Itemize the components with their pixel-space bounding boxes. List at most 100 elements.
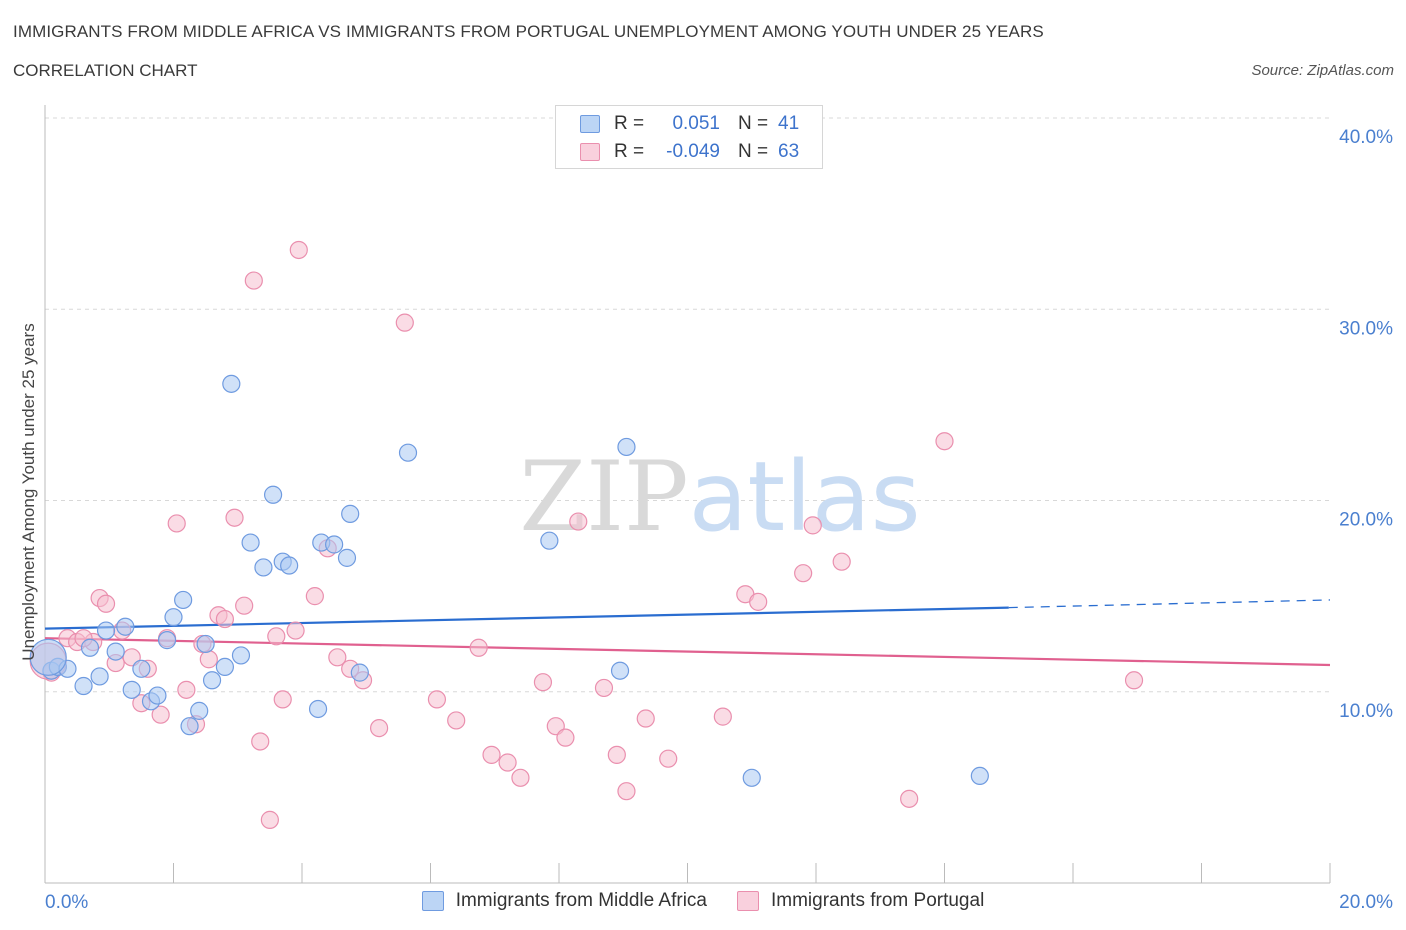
- point-middle-africa: [540, 531, 559, 550]
- legend-swatch-pink: [580, 143, 600, 161]
- legend-swatch-blue: [580, 115, 600, 133]
- legend-r-label: R =: [614, 113, 645, 134]
- legend-n-value: 63: [778, 141, 800, 162]
- point-middle-africa: [90, 667, 109, 686]
- point-middle-africa: [617, 437, 636, 457]
- legend-swatch-pink: [737, 891, 759, 911]
- chart-title: IMMIGRANTS FROM MIDDLE AFRICA VS IMMIGRA…: [13, 22, 1044, 41]
- point-portugal: [328, 648, 347, 667]
- point-middle-africa: [164, 608, 183, 627]
- data-points: [29, 240, 1144, 829]
- point-portugal: [289, 240, 308, 260]
- y-tick-label: 20.0%: [1339, 510, 1393, 531]
- point-middle-africa: [241, 533, 260, 552]
- point-portugal: [617, 782, 636, 801]
- legend-row-portugal: R = -0.049 N = 63: [580, 140, 799, 164]
- point-middle-africa: [190, 701, 209, 720]
- point-portugal: [447, 711, 466, 730]
- point-portugal: [305, 587, 324, 606]
- tick-labels: 10.0% 20.0% 30.0% 40.0% 0.0% 20.0%: [45, 127, 1393, 913]
- point-middle-africa: [116, 617, 135, 636]
- legend-r-label: R =: [614, 141, 645, 162]
- point-portugal: [511, 768, 530, 787]
- point-middle-africa: [196, 634, 215, 654]
- point-portugal: [96, 594, 116, 613]
- trend-line-middle-africa: [44, 606, 1009, 630]
- legend-n-label: N =: [738, 141, 769, 162]
- trend-lines: [44, 599, 1331, 667]
- point-middle-africa: [254, 558, 273, 577]
- point-middle-africa: [308, 699, 328, 719]
- point-portugal: [482, 745, 501, 764]
- y-tick-label: 30.0%: [1339, 318, 1393, 339]
- point-portugal: [594, 678, 614, 698]
- point-portugal: [556, 728, 575, 747]
- point-middle-africa: [157, 631, 177, 650]
- point-portugal: [749, 592, 768, 611]
- legend-swatch-blue: [421, 891, 444, 911]
- point-portugal: [832, 552, 851, 571]
- point-portugal: [225, 508, 244, 527]
- point-portugal: [469, 638, 488, 657]
- watermark-atlas: atlas: [689, 441, 921, 553]
- legend-r-value: -0.049: [666, 141, 720, 162]
- legend-label-middle-africa: Immigrants from Middle Africa: [455, 890, 707, 911]
- point-portugal: [498, 753, 517, 772]
- point-middle-africa: [231, 646, 251, 665]
- point-portugal: [151, 705, 170, 724]
- point-portugal: [607, 745, 626, 764]
- point-portugal: [244, 271, 263, 290]
- point-middle-africa: [398, 443, 418, 462]
- point-portugal: [235, 596, 254, 615]
- series-legend: Immigrants from Middle Africa Immigrants…: [0, 890, 1406, 912]
- point-middle-africa: [29, 638, 67, 676]
- point-portugal: [370, 718, 389, 738]
- x-tick-label: 0.0%: [45, 892, 88, 913]
- point-middle-africa: [148, 686, 167, 705]
- point-portugal: [286, 621, 305, 640]
- point-portugal: [427, 690, 447, 709]
- legend-r-value: 0.051: [672, 113, 720, 134]
- trend-line-middle-africa-extension: [1008, 599, 1331, 609]
- point-middle-africa: [180, 717, 199, 736]
- point-middle-africa: [350, 663, 369, 682]
- point-portugal: [260, 810, 279, 829]
- watermark: ZIPatlas: [519, 441, 920, 553]
- point-portugal: [935, 432, 954, 451]
- correlation-legend: R = 0.051 N = 41 R = -0.049 N = 63: [555, 105, 823, 169]
- point-middle-africa: [202, 671, 222, 690]
- legend-n-value: 41: [778, 113, 800, 134]
- point-portugal: [199, 650, 218, 669]
- point-portugal: [533, 673, 553, 692]
- point-middle-africa: [74, 676, 93, 696]
- y-axis-label: Unemployment Among Youth under 25 years: [19, 323, 38, 660]
- legend-label-portugal: Immigrants from Portugal: [771, 890, 985, 911]
- point-portugal: [215, 609, 234, 629]
- legend-item-portugal: Immigrants from Portugal: [737, 890, 984, 912]
- point-portugal: [1124, 671, 1144, 690]
- point-portugal: [273, 690, 292, 709]
- point-middle-africa: [610, 661, 630, 680]
- point-portugal: [167, 514, 186, 533]
- point-middle-africa: [96, 621, 116, 640]
- point-portugal: [177, 680, 196, 699]
- point-middle-africa: [215, 657, 234, 676]
- point-portugal: [569, 512, 588, 531]
- x-tick-label: 20.0%: [1339, 892, 1393, 913]
- point-portugal: [267, 627, 286, 646]
- point-middle-africa: [341, 504, 360, 523]
- trend-line-portugal: [44, 637, 1331, 667]
- legend-n-label: N =: [738, 113, 769, 134]
- point-portugal: [395, 313, 414, 332]
- point-portugal: [659, 749, 678, 768]
- point-portugal: [713, 707, 732, 726]
- point-middle-africa: [132, 659, 151, 678]
- point-portugal: [900, 789, 919, 808]
- point-middle-africa: [337, 548, 357, 567]
- source-note: Source: ZipAtlas.com: [1251, 62, 1394, 79]
- y-tick-label: 40.0%: [1339, 127, 1393, 148]
- legend-item-middle-africa: Immigrants from Middle Africa: [421, 890, 707, 912]
- point-middle-africa: [970, 766, 989, 786]
- point-middle-africa: [280, 556, 299, 575]
